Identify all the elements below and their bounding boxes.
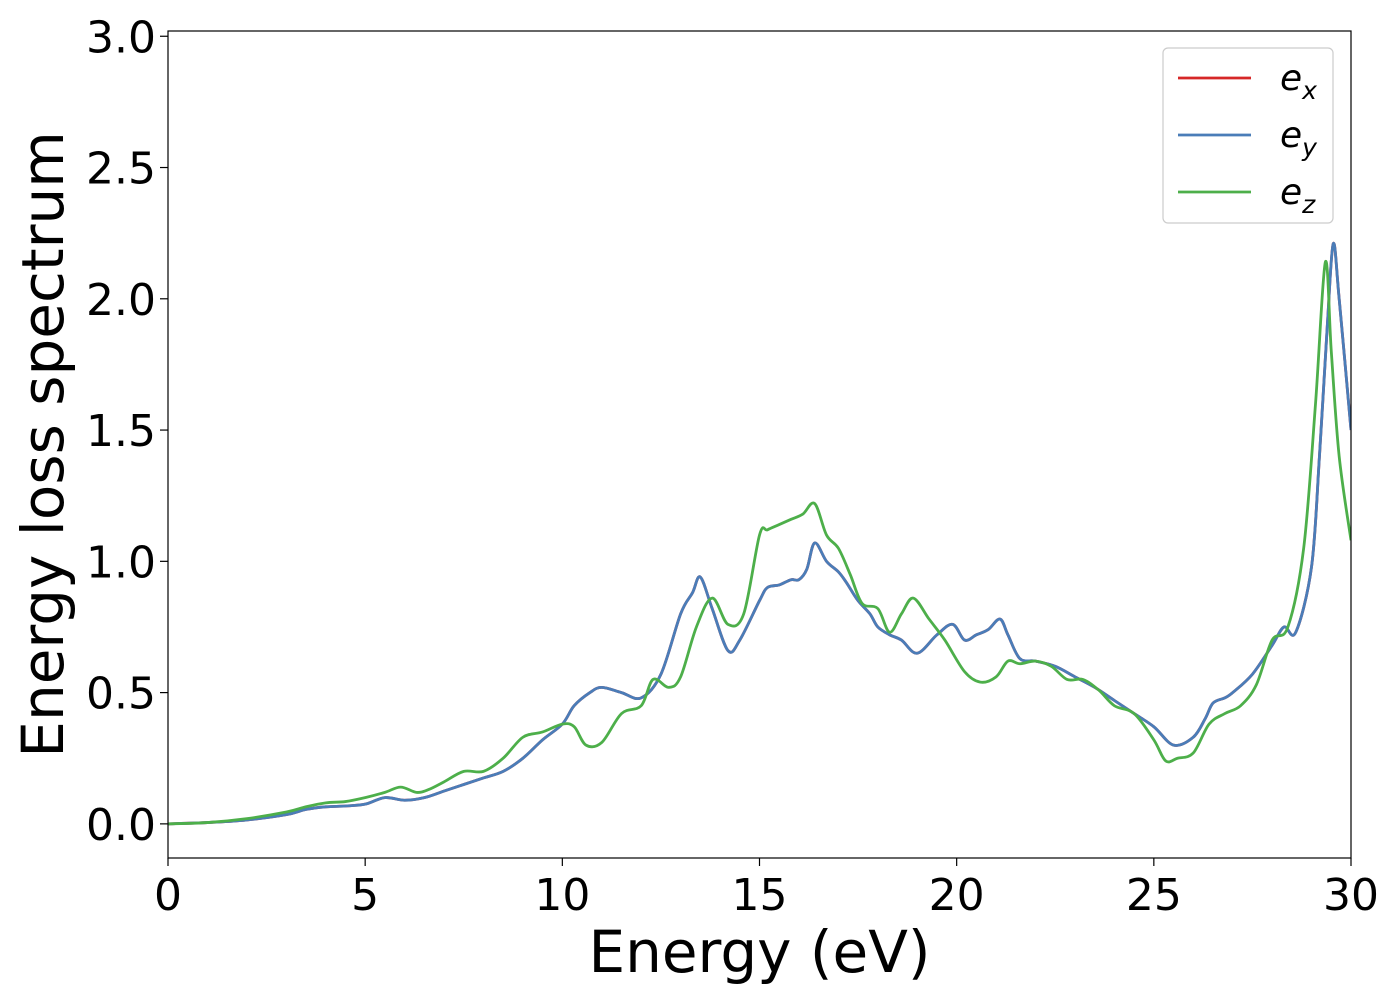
x-tick-label: 10 [534, 870, 590, 921]
legend: ex ey ez [1162, 47, 1334, 224]
y-tick-label: 0.5 [86, 669, 156, 720]
y-tick-label: 2.0 [86, 275, 156, 326]
x-tick-label: 15 [732, 870, 788, 921]
x-axis-ticks: 0 5 10 15 20 25 30 [154, 858, 1379, 921]
x-tick-label: 20 [929, 870, 985, 921]
series-line-y [168, 241, 1351, 826]
series-line-z [168, 260, 1351, 826]
x-tick-label: 25 [1126, 870, 1182, 921]
x-tick-label: 30 [1323, 870, 1379, 921]
y-tick-label: 1.5 [86, 406, 156, 457]
legend-label-z: ez [1280, 172, 1316, 219]
y-axis-label: Energy loss spectrum [9, 131, 77, 757]
y-tick-label: 1.0 [86, 537, 156, 588]
y-tick-label: 3.0 [86, 12, 156, 63]
y-tick-label: 0.0 [86, 800, 156, 851]
x-tick-label: 0 [154, 870, 182, 921]
x-tick-label: 5 [351, 870, 379, 921]
y-axis-ticks: 0.0 0.5 1.0 1.5 2.0 2.5 3.0 [86, 12, 168, 851]
y-tick-label: 2.5 [86, 144, 156, 195]
series-layer [168, 241, 1351, 826]
legend-label-y: ey [1280, 115, 1318, 162]
x-axis-label: Energy (eV) [588, 918, 930, 986]
legend-label-x: ex [1280, 58, 1317, 105]
